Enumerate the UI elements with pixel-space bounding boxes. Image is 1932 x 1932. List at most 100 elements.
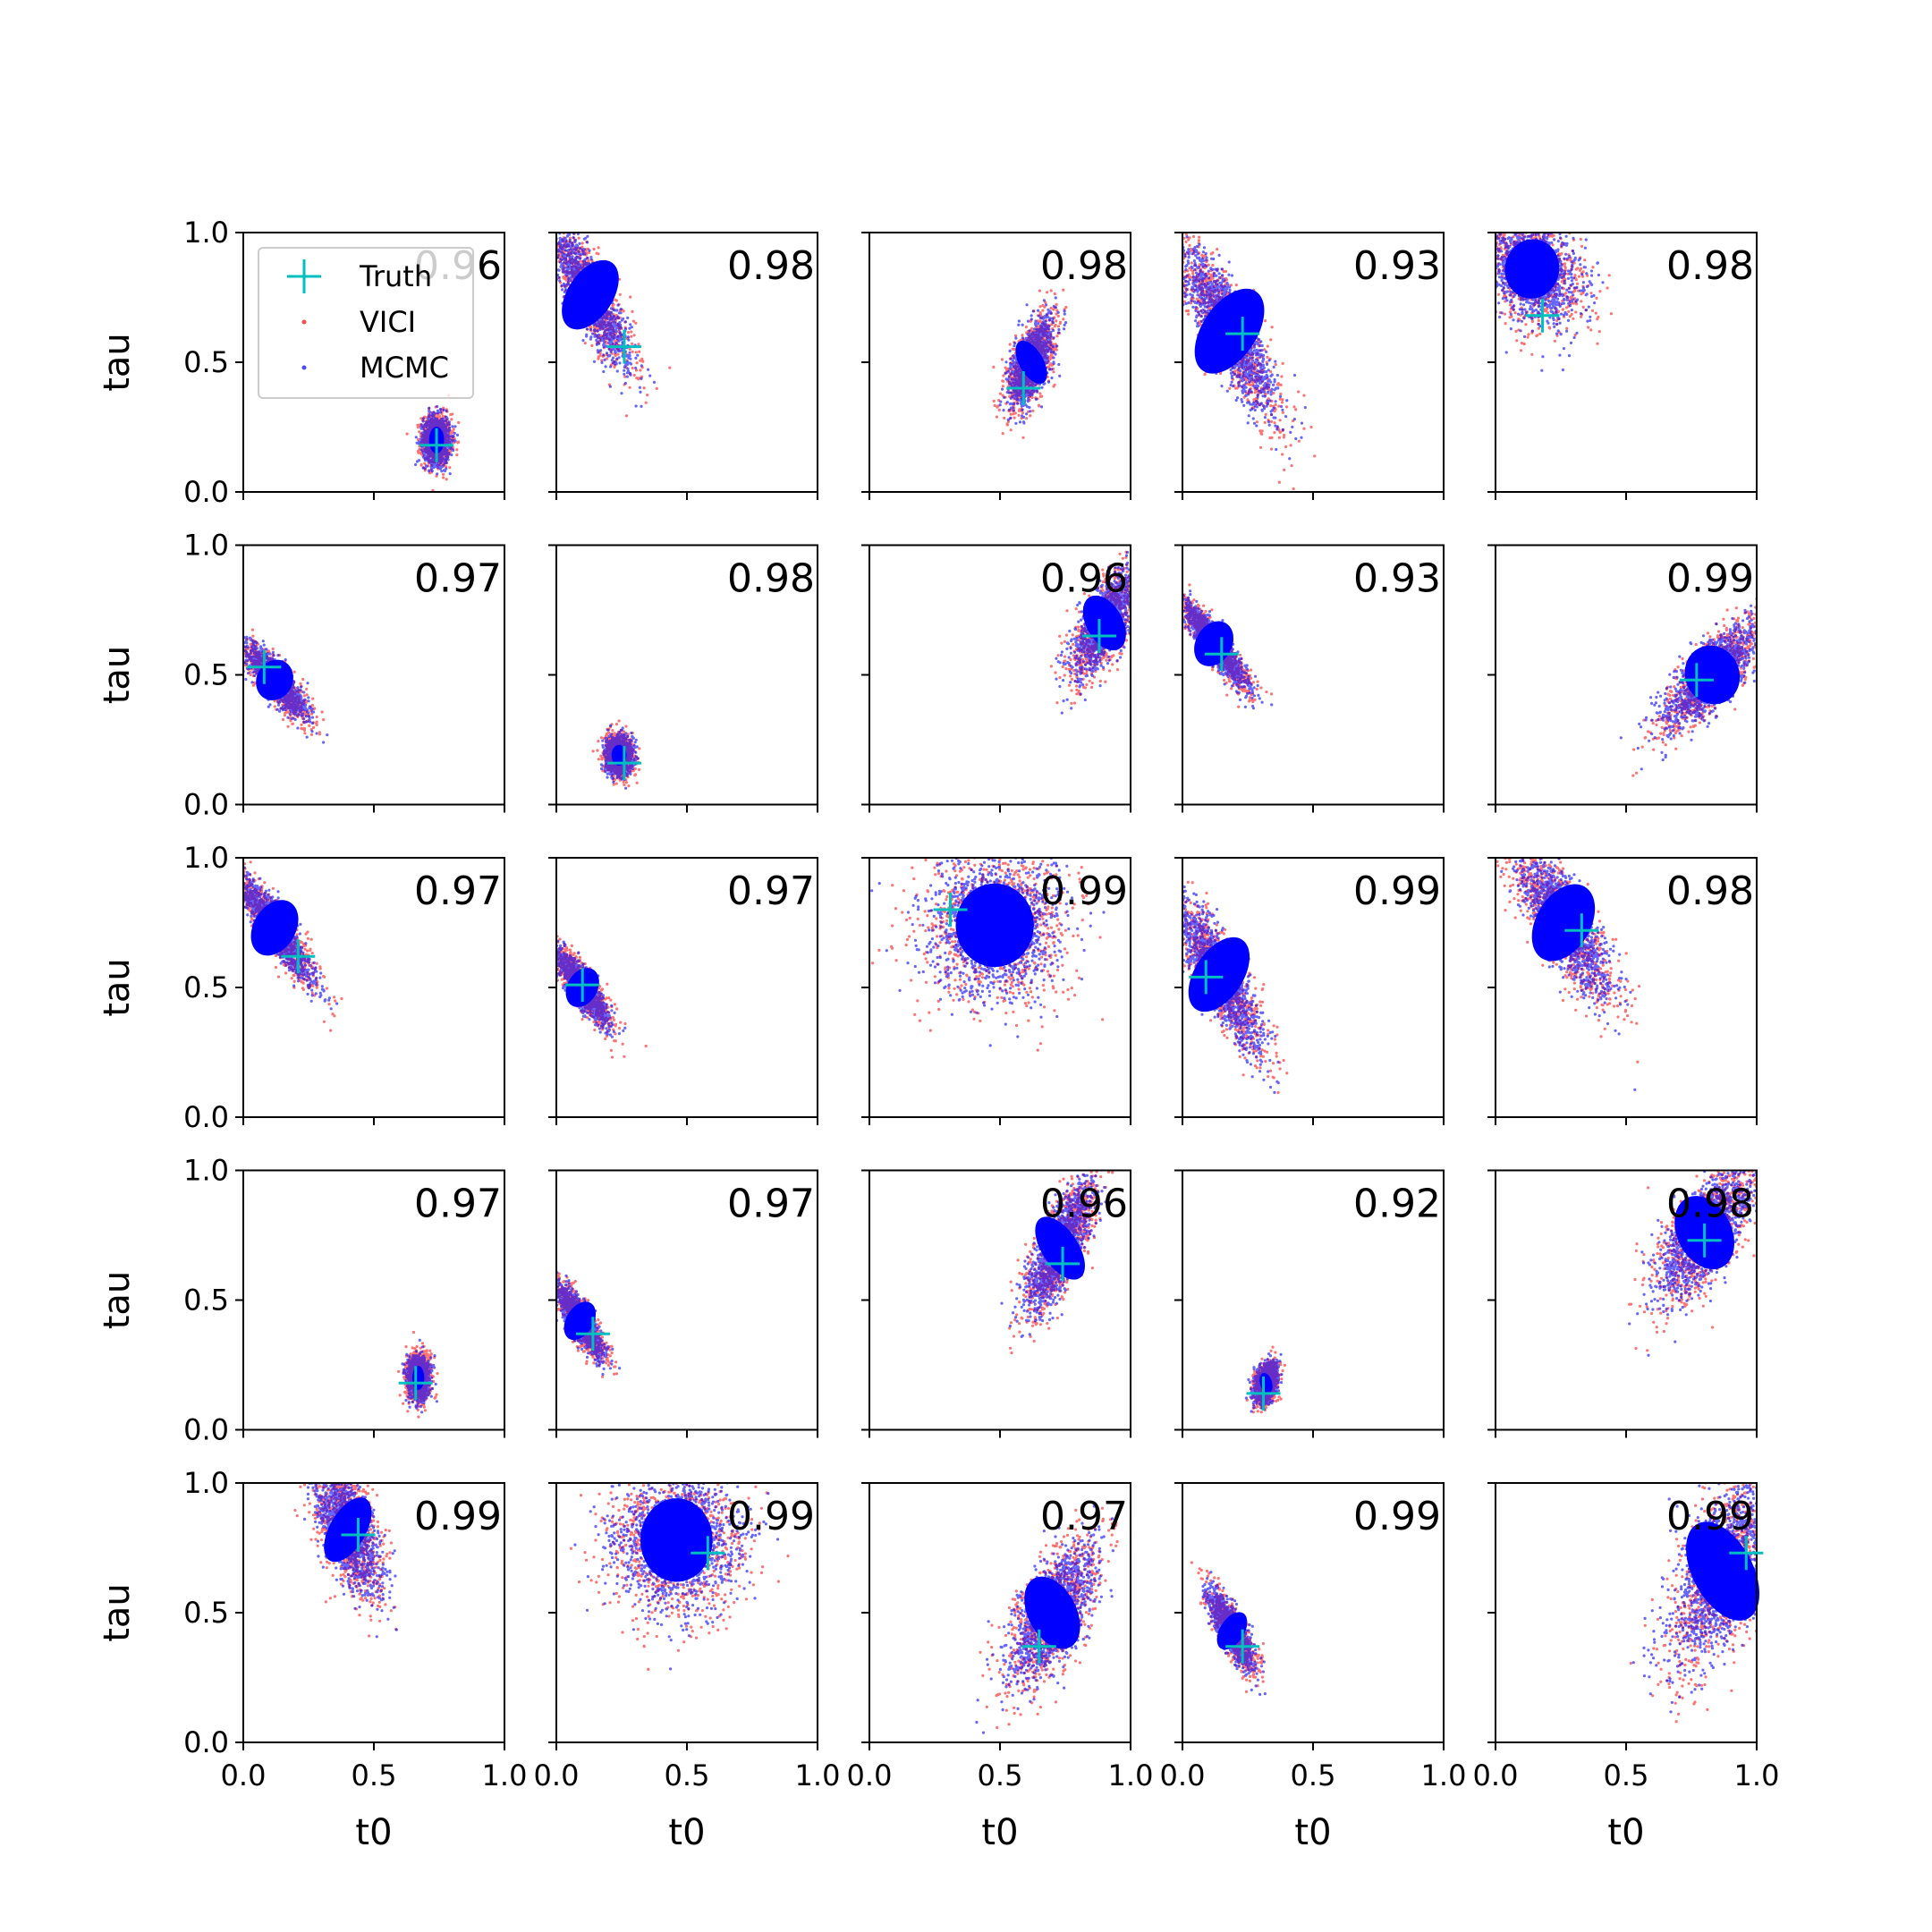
x-tick-label: 0.0 — [1160, 1758, 1206, 1792]
y-axis-label: tau — [97, 333, 138, 392]
y-tick-label: 0.0 — [183, 475, 229, 509]
x-tick-label: 0.0 — [847, 1758, 893, 1792]
x-axis-label: t0 — [1607, 1812, 1644, 1853]
x-tick-label: 0.5 — [665, 1758, 710, 1792]
panel-18: 0.96 — [861, 1136, 1131, 1437]
panel-6: 0.0 0.5 1.0 tau 0.97 — [97, 529, 504, 822]
score-label: 0.99 — [414, 1494, 502, 1539]
score-label: 0.98 — [1040, 243, 1128, 289]
score-label: 0.97 — [414, 556, 502, 602]
y-axis-label: tau — [97, 958, 138, 1017]
x-tick-label: 0.5 — [1291, 1758, 1336, 1792]
panel-3: 0.98 — [861, 233, 1131, 500]
x-axis-label: t0 — [668, 1812, 705, 1853]
panel-9: 0.93 — [1140, 546, 1444, 813]
x-tick-label: 1.0 — [1734, 1758, 1780, 1792]
panel-10: 0.99 — [1487, 546, 1792, 813]
y-tick-label: 1.0 — [183, 216, 229, 250]
legend-label-truth: Truth — [359, 259, 432, 293]
score-label: 0.99 — [1666, 1494, 1754, 1539]
x-axis-label: t0 — [1294, 1812, 1331, 1853]
x-tick-label: 1.0 — [1108, 1758, 1154, 1792]
mcmc-density-core — [956, 884, 1034, 967]
score-label: 0.97 — [414, 1182, 502, 1227]
y-tick-label: 0.0 — [183, 1413, 229, 1447]
legend-mcmc-marker — [302, 366, 307, 370]
panel-8: 0.96 — [861, 504, 1172, 812]
panel-7: 0.98 — [548, 546, 818, 813]
y-tick-label: 0.0 — [183, 788, 229, 822]
x-axis-label: t0 — [981, 1812, 1018, 1853]
panel-24: 0.0 0.5 1.0 t0 0.99 — [1160, 1483, 1467, 1853]
panel-11: 0.0 0.5 1.0 tau 0.97 — [97, 809, 504, 1134]
score-label: 0.93 — [1353, 556, 1441, 602]
score-label: 0.92 — [1353, 1182, 1441, 1227]
panel-25: 0.0 0.5 1.0 t0 0.99 — [1473, 1415, 1813, 1853]
score-label: 0.97 — [727, 1182, 815, 1227]
panel-17: 0.97 — [529, 1171, 818, 1438]
score-label: 0.98 — [1666, 1182, 1754, 1227]
y-tick-label: 0.5 — [183, 970, 229, 1004]
x-tick-label: 0.0 — [221, 1758, 267, 1792]
y-tick-label: 0.5 — [183, 1596, 229, 1630]
panel-19: 0.92 — [1174, 1171, 1444, 1438]
score-label: 0.96 — [1040, 556, 1128, 602]
score-label: 0.98 — [1666, 243, 1754, 289]
panel-13: 0.99 — [860, 794, 1137, 1125]
y-tick-label: 0.0 — [183, 1100, 229, 1134]
panel-2: 0.98 — [518, 164, 818, 500]
mcmc-density-core — [412, 1366, 424, 1390]
x-tick-label: 1.0 — [1421, 1758, 1467, 1792]
panel-grid: 0.0 0.5 1.0 tau 0.96 Truth VICI MCMC 0.98 0.98 0.9… — [97, 164, 1812, 1853]
panel-20: 0.98 — [1487, 1119, 1796, 1437]
legend-vici-marker — [302, 320, 307, 325]
y-tick-label: 0.5 — [183, 1284, 229, 1318]
mcmc-density-core — [640, 1498, 713, 1581]
y-axis-label: tau — [97, 1271, 138, 1330]
panel-16: 0.0 0.5 1.0 tau 0.97 — [97, 1154, 504, 1447]
y-axis-label: tau — [97, 1583, 138, 1642]
score-label: 0.97 — [727, 869, 815, 914]
y-tick-label: 0.5 — [183, 345, 229, 379]
panel-14: 0.99 — [1138, 826, 1444, 1125]
x-tick-label: 1.0 — [795, 1758, 841, 1792]
y-tick-label: 0.5 — [183, 658, 229, 692]
score-label: 0.96 — [1040, 1182, 1128, 1227]
legend-label-mcmc: MCMC — [360, 351, 449, 385]
score-label: 0.99 — [1353, 1494, 1441, 1539]
legend-label-vici: VICI — [360, 305, 416, 339]
score-label: 0.97 — [414, 869, 502, 914]
score-label: 0.99 — [1040, 869, 1128, 914]
y-tick-label: 1.0 — [183, 841, 229, 875]
y-tick-label: 1.0 — [183, 1466, 229, 1500]
x-tick-label: 0.0 — [534, 1758, 580, 1792]
score-label: 0.98 — [1666, 869, 1754, 914]
x-tick-label: 1.0 — [482, 1758, 528, 1792]
x-tick-label: 0.0 — [1473, 1758, 1519, 1792]
y-tick-label: 1.0 — [183, 1154, 229, 1188]
x-tick-label: 0.5 — [1604, 1758, 1649, 1792]
score-label: 0.98 — [727, 243, 815, 289]
panel-15: 0.98 — [1475, 780, 1757, 1125]
x-tick-label: 0.5 — [352, 1758, 397, 1792]
x-axis-label: t0 — [355, 1812, 392, 1853]
score-label: 0.99 — [1666, 556, 1754, 602]
panel-22: 0.0 0.5 1.0 t0 0.99 — [534, 1418, 841, 1853]
panel-5: 0.98 — [1448, 181, 1757, 500]
y-tick-label: 0.0 — [183, 1725, 229, 1759]
panel-12: 0.97 — [524, 858, 818, 1125]
score-label: 0.97 — [1040, 1494, 1128, 1539]
panel-23: 0.0 0.5 1.0 t0 0.97 — [847, 1470, 1154, 1853]
panel-4: 0.93 — [1142, 175, 1444, 500]
x-tick-label: 0.5 — [978, 1758, 1023, 1792]
score-label: 0.98 — [727, 556, 815, 602]
y-tick-label: 1.0 — [183, 529, 229, 563]
score-label: 0.93 — [1353, 243, 1441, 289]
legend: Truth VICI MCMC — [258, 248, 473, 398]
y-axis-label: tau — [97, 646, 138, 705]
score-label: 0.99 — [1353, 869, 1441, 914]
score-label: 0.99 — [727, 1494, 815, 1539]
